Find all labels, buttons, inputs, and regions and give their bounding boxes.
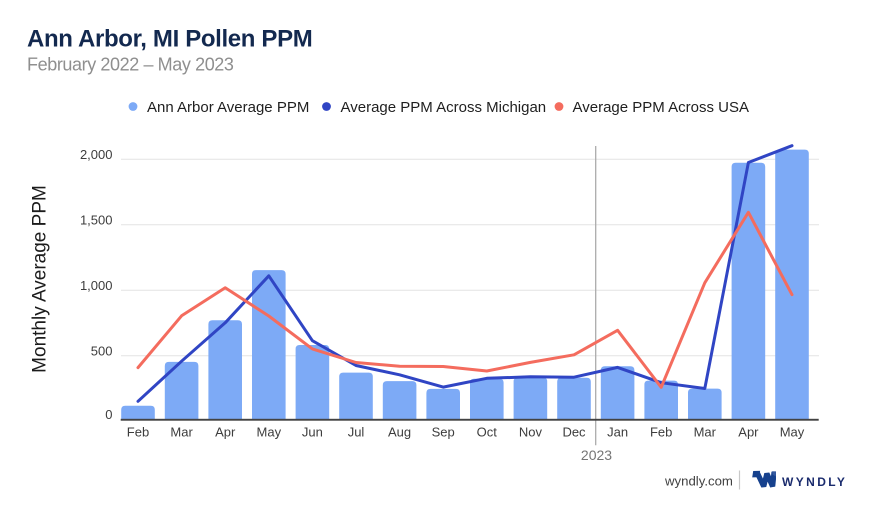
svg-text:Jun: Jun [302, 425, 323, 440]
svg-text:2,000: 2,000 [80, 147, 113, 162]
svg-text:wyndly.com: wyndly.com [664, 474, 733, 489]
svg-text:2023: 2023 [581, 447, 612, 463]
svg-text:Mar: Mar [694, 425, 717, 440]
svg-text:Ann Arbor Average PPM: Ann Arbor Average PPM [147, 99, 309, 116]
svg-text:Jul: Jul [348, 425, 365, 440]
svg-text:May: May [780, 425, 805, 440]
svg-text:Feb: Feb [650, 425, 672, 440]
svg-text:Aug: Aug [388, 425, 411, 440]
svg-text:Mar: Mar [170, 425, 193, 440]
svg-text:0: 0 [105, 407, 112, 422]
svg-text:1,500: 1,500 [80, 212, 113, 227]
svg-text:February 2022 – May 2023: February 2022 – May 2023 [27, 55, 234, 75]
svg-text:Apr: Apr [215, 425, 236, 440]
svg-text:1,000: 1,000 [80, 278, 113, 293]
svg-text:Sep: Sep [432, 425, 455, 440]
svg-text:WYNDLY: WYNDLY [782, 475, 847, 489]
svg-text:Jan: Jan [607, 425, 628, 440]
svg-text:Monthly Average PPM: Monthly Average PPM [30, 185, 51, 373]
svg-text:Dec: Dec [562, 425, 586, 440]
svg-text:Average PPM Across USA: Average PPM Across USA [573, 99, 749, 116]
svg-text:Feb: Feb [127, 425, 149, 440]
svg-text:Ann Arbor, MI Pollen PPM: Ann Arbor, MI Pollen PPM [27, 26, 312, 53]
svg-text:500: 500 [91, 343, 113, 358]
svg-text:Oct: Oct [477, 425, 498, 440]
svg-text:Nov: Nov [519, 425, 543, 440]
svg-text:Average PPM Across Michigan: Average PPM Across Michigan [341, 99, 547, 116]
svg-text:May: May [257, 425, 282, 440]
svg-text:Apr: Apr [738, 425, 759, 440]
